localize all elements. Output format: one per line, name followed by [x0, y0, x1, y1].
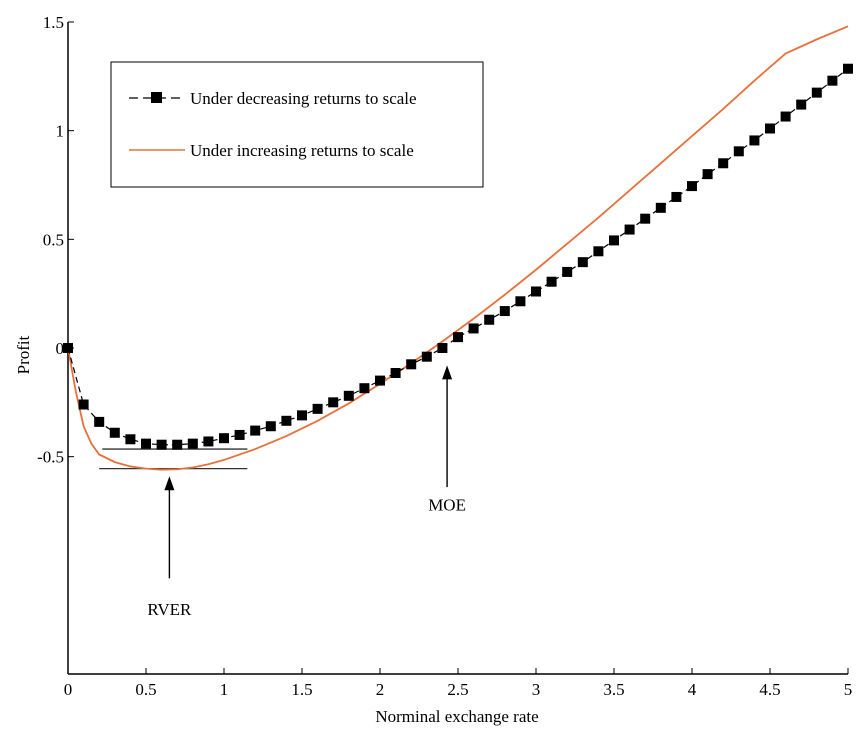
x-tick-label: 1 — [220, 680, 229, 699]
data-point-decreasing — [718, 158, 729, 169]
data-point-decreasing — [125, 434, 136, 445]
data-point-decreasing — [109, 427, 120, 438]
data-point-decreasing — [624, 224, 635, 235]
data-point-decreasing — [843, 63, 853, 74]
data-point-decreasing — [78, 399, 89, 410]
series-layer — [63, 25, 853, 471]
data-point-decreasing — [437, 343, 448, 353]
annotation-label: MOE — [428, 495, 466, 514]
data-point-decreasing — [780, 111, 791, 122]
data-point-decreasing — [406, 359, 417, 370]
x-tick-label: 0 — [64, 680, 73, 699]
legend-marker-decreasing — [151, 92, 162, 103]
annotation-arrow-head — [164, 476, 175, 491]
data-point-decreasing — [156, 439, 167, 450]
data-point-decreasing — [546, 276, 557, 287]
y-tick-label: 1.5 — [43, 13, 64, 32]
data-point-decreasing — [796, 99, 807, 110]
series-line-increasing — [67, 25, 849, 471]
x-tick-label: 2 — [376, 680, 385, 699]
data-point-decreasing — [343, 390, 354, 401]
data-point-decreasing — [141, 438, 151, 449]
data-point-decreasing — [640, 213, 651, 224]
annotation-label: RVER — [147, 600, 192, 619]
data-point-decreasing — [827, 75, 838, 86]
data-point-decreasing — [531, 286, 541, 297]
x-tick-label: 4 — [688, 680, 697, 699]
data-point-decreasing — [265, 421, 276, 432]
data-point-decreasing — [281, 415, 292, 426]
data-point-decreasing — [609, 235, 619, 246]
data-point-decreasing — [702, 169, 713, 180]
legend-box — [110, 61, 484, 188]
y-tick-label: 0.5 — [43, 230, 64, 249]
x-tick-label: 1.5 — [291, 680, 312, 699]
x-tick-label: 4.5 — [759, 680, 780, 699]
legend-label-increasing: Under increasing returns to scale — [190, 141, 414, 160]
data-point-decreasing — [63, 343, 73, 353]
data-point-decreasing — [328, 397, 339, 408]
y-tick-label: -0.5 — [37, 448, 64, 467]
data-point-decreasing — [515, 296, 526, 307]
data-point-decreasing — [468, 323, 479, 334]
legend: Under decreasing returns to scale Under … — [110, 61, 484, 188]
data-point-decreasing — [453, 332, 463, 343]
y-ticks: -0.5 0 0.5 1 1.5 — [37, 13, 74, 467]
x-ticks: 0 0.5 1 1.5 2 2.5 3 3.5 4 4.5 5 — [64, 668, 853, 699]
data-point-decreasing — [765, 123, 775, 134]
legend-item-decreasing: Under decreasing returns to scale — [129, 89, 417, 108]
data-point-decreasing — [375, 375, 385, 386]
annotation-arrow-head — [442, 365, 453, 380]
data-point-decreasing — [484, 314, 495, 325]
data-point-decreasing — [733, 146, 744, 157]
data-point-decreasing — [687, 181, 697, 192]
data-point-decreasing — [577, 257, 588, 268]
data-point-decreasing — [187, 438, 198, 449]
data-point-decreasing — [390, 367, 401, 378]
y-tick-label: 0 — [56, 339, 65, 358]
data-point-decreasing — [312, 403, 323, 414]
x-axis-title: Norminal exchange rate — [375, 707, 538, 726]
legend-label-decreasing: Under decreasing returns to scale — [190, 89, 417, 108]
data-point-decreasing — [499, 306, 510, 317]
data-point-decreasing — [593, 246, 604, 257]
x-tick-label: 5 — [844, 680, 853, 699]
data-point-decreasing — [421, 351, 432, 362]
annotations: RVER MOE — [147, 365, 466, 619]
data-point-decreasing — [811, 87, 822, 98]
data-point-decreasing — [749, 135, 760, 146]
data-point-decreasing — [172, 439, 183, 450]
data-point-decreasing — [562, 266, 573, 277]
y-tick-label: 1 — [56, 122, 65, 141]
data-point-decreasing — [94, 416, 105, 427]
data-point-decreasing — [655, 202, 666, 213]
x-tick-label: 3.5 — [603, 680, 624, 699]
data-point-decreasing — [234, 429, 245, 440]
data-point-decreasing — [671, 191, 682, 202]
data-point-decreasing — [219, 433, 229, 444]
data-point-decreasing — [203, 436, 214, 447]
y-axis-title: Profit — [14, 335, 33, 374]
x-tick-label: 3 — [532, 680, 541, 699]
data-point-decreasing — [297, 410, 307, 421]
legend-item-increasing: Under increasing returns to scale — [129, 141, 414, 160]
data-point-decreasing — [250, 425, 261, 436]
x-tick-label: 0.5 — [135, 680, 156, 699]
x-tick-label: 2.5 — [447, 680, 468, 699]
data-point-decreasing — [359, 383, 370, 394]
